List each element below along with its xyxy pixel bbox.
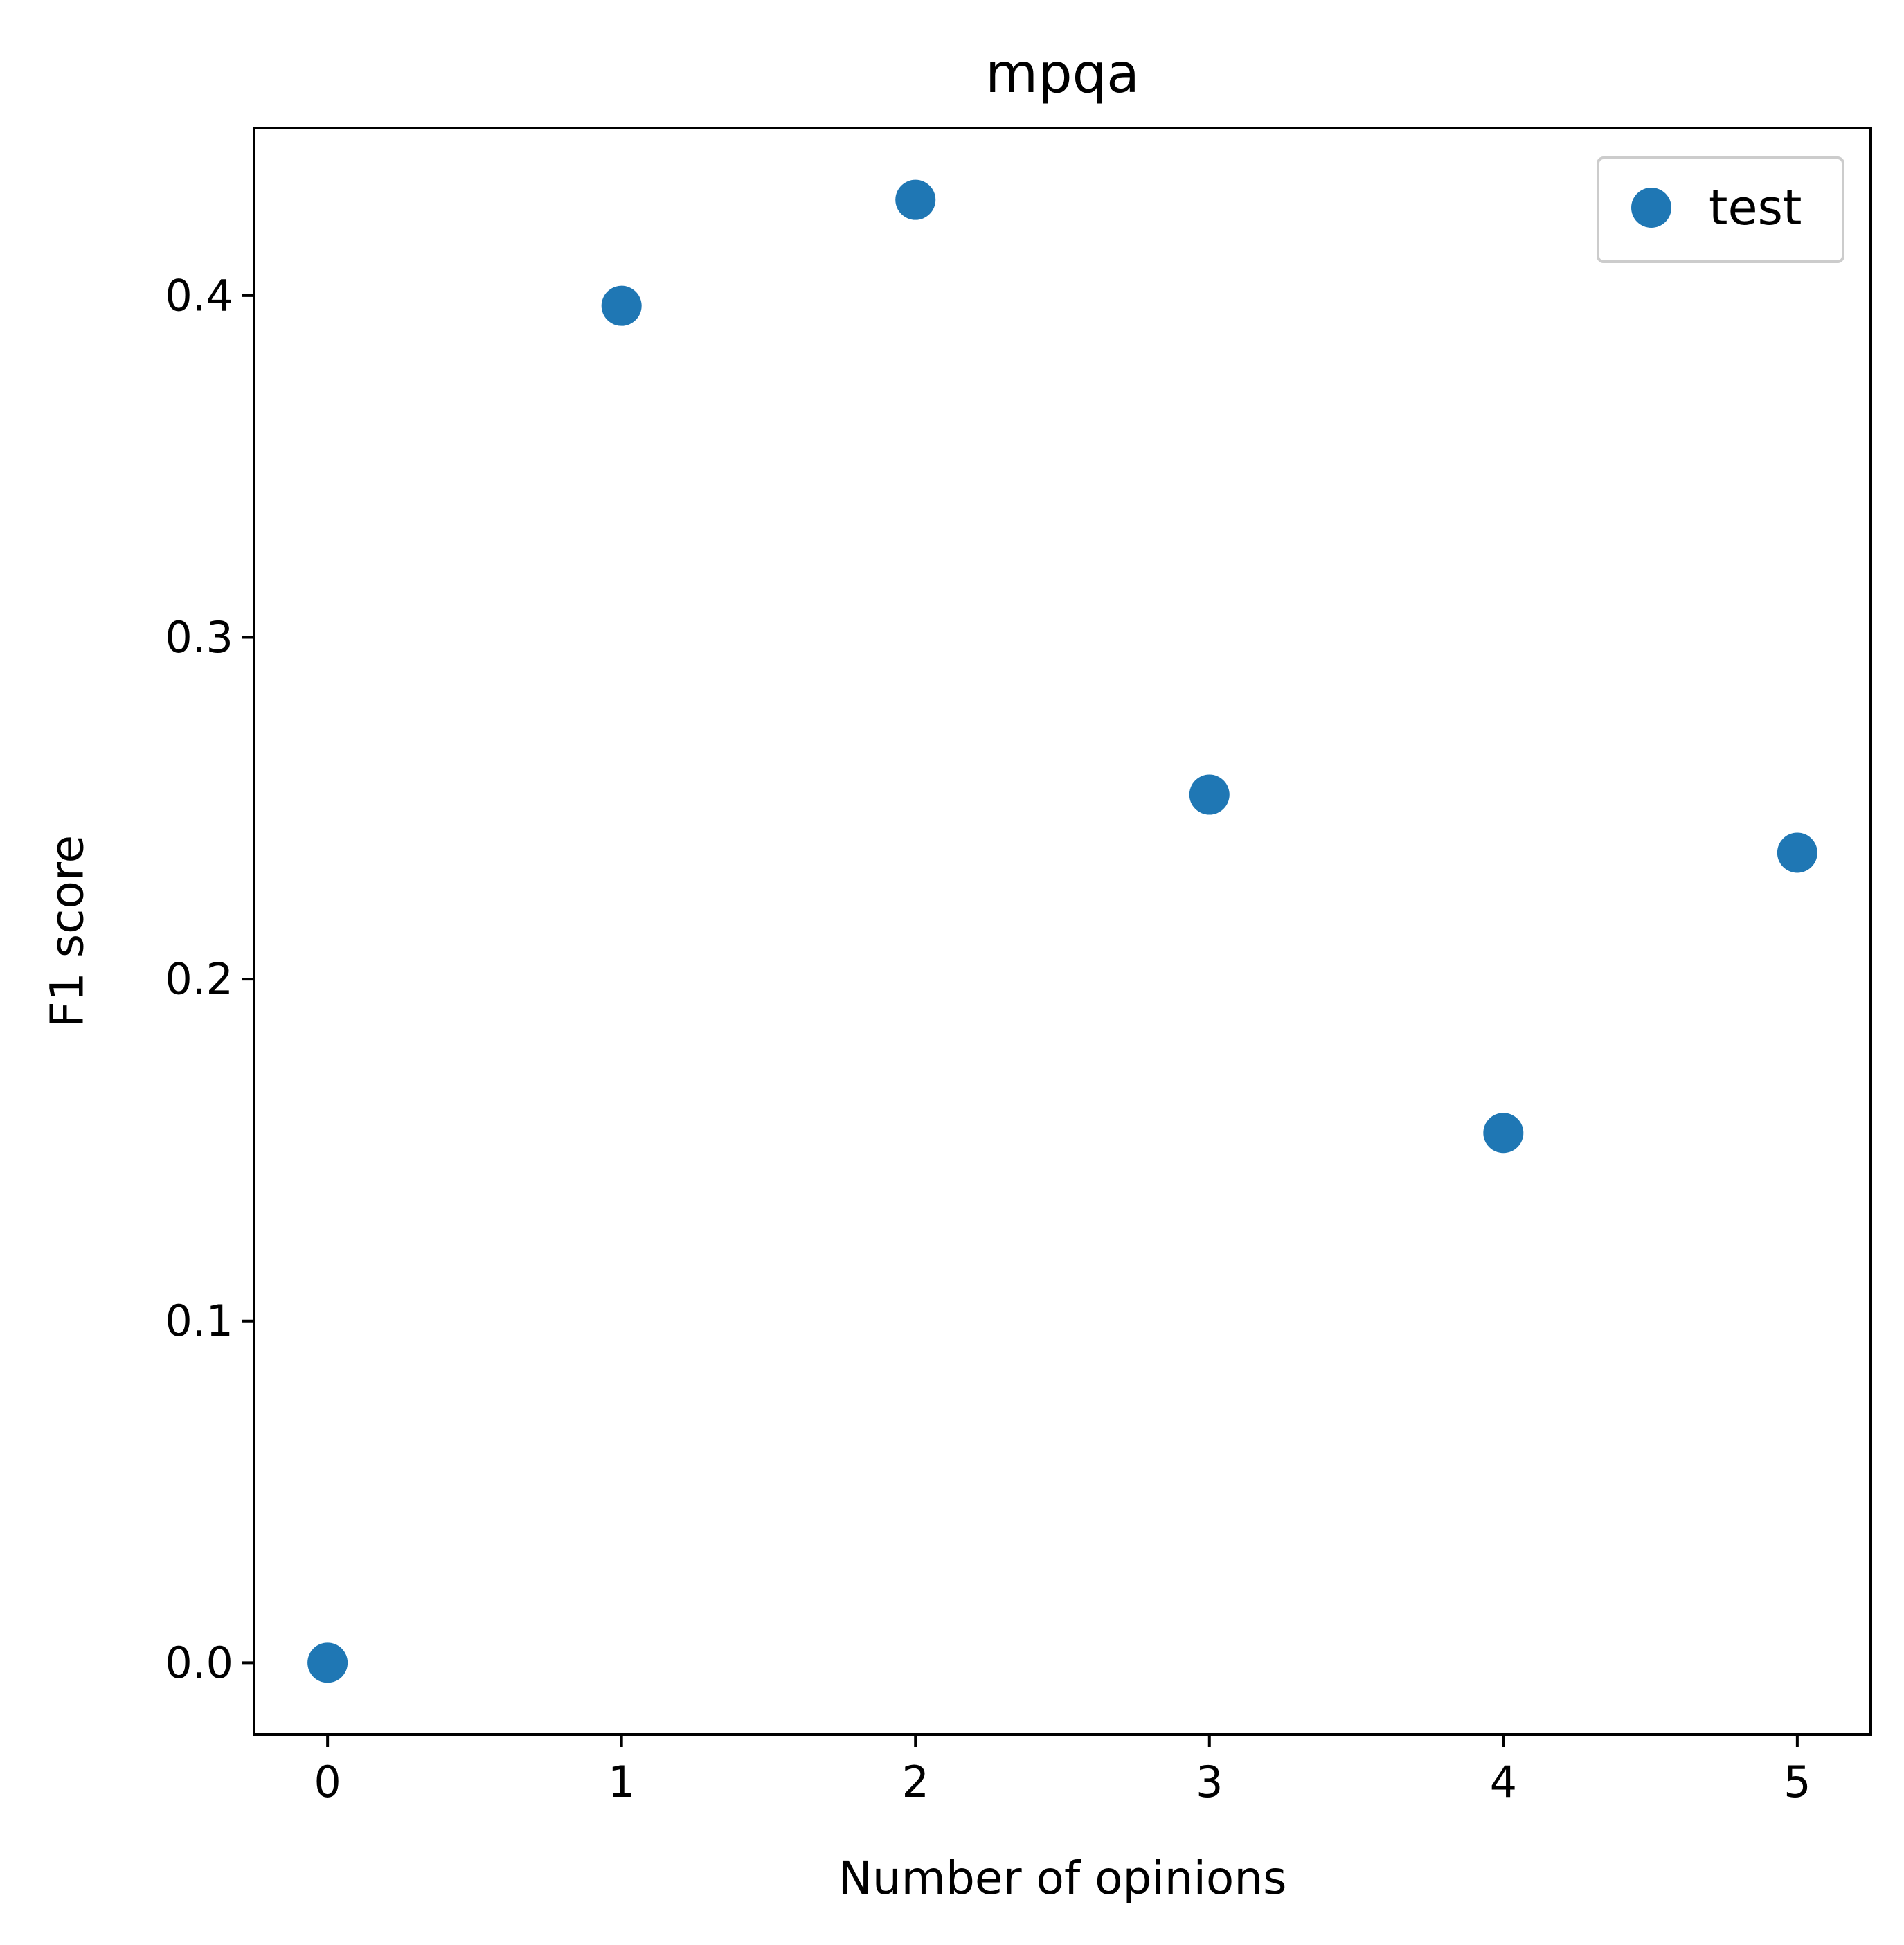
x-tick-label: 0 [314,1757,341,1807]
legend-marker-test [1631,188,1671,228]
x-tick-label: 5 [1784,1757,1811,1807]
data-point [307,1642,348,1683]
x-tick-label: 1 [608,1757,635,1807]
y-axis-label: F1 score [41,835,94,1028]
legend: test [1597,156,1844,263]
x-tick-label: 4 [1490,1757,1517,1807]
y-tick-label: 0.4 [165,270,233,321]
y-tick-label: 0.3 [165,612,233,663]
data-point [1777,832,1817,873]
legend-box [1597,156,1844,263]
y-tick-label: 0.2 [165,954,233,1005]
x-tick-label: 3 [1196,1757,1223,1807]
y-axis-ticks: 0.0 0.1 0.2 0.3 0.4 [165,270,254,1688]
data-point [895,179,936,220]
plot-area-frame [253,127,1872,1736]
x-tick-label: 2 [902,1757,929,1807]
data-point [601,285,642,326]
y-tick-label: 0.0 [165,1638,233,1688]
x-axis-ticks: 0 1 2 3 4 5 [314,1735,1811,1807]
legend-label-test: test [1709,179,1802,236]
data-point [1189,774,1230,815]
data-points [307,179,1817,1683]
x-axis-label: Number of opinions [838,1852,1286,1905]
data-point [1483,1113,1524,1154]
y-tick-label: 0.1 [165,1296,233,1346]
chart-title: mpqa [985,43,1140,105]
